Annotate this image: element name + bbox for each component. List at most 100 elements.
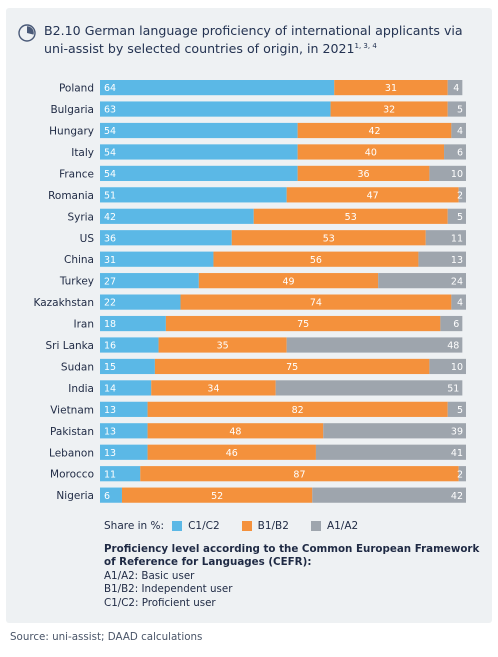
value-label-vietnam-c1-c2: 13	[104, 405, 116, 416]
value-label-pakistan-b1-b2: 48	[229, 426, 241, 437]
bar-italy-b1-b2	[297, 144, 445, 160]
bar-morocco-c1-c2	[100, 466, 141, 482]
bar-china-b1-b2	[213, 251, 419, 267]
value-label-france-b1-b2: 36	[357, 169, 369, 180]
cefr-line-b1b2: B1/B2: Independent user	[104, 583, 233, 596]
bar-india-b1-b2	[151, 380, 276, 396]
value-label-sri-lanka-b1-b2: 35	[217, 341, 229, 352]
value-label-india-b1-b2: 34	[207, 384, 219, 395]
bar-bulgaria-c1-c2	[100, 101, 331, 117]
value-label-italy-a1-a2: 6	[457, 148, 463, 159]
bar-china-a1-a2	[418, 251, 466, 267]
bar-romania-b1-b2	[286, 187, 459, 203]
bar-sri-lanka-c1-c2	[100, 337, 159, 353]
figure-code: B2.10	[44, 23, 81, 38]
value-label-nigeria-b1-b2: 52	[211, 491, 223, 502]
value-label-syria-b1-b2: 53	[345, 212, 357, 223]
value-label-turkey-b1-b2: 49	[282, 276, 294, 287]
bar-lebanon-c1-c2	[100, 444, 148, 460]
value-label-iran-c1-c2: 18	[104, 319, 116, 330]
bar-france-c1-c2	[100, 165, 298, 181]
value-label-bulgaria-c1-c2: 63	[104, 105, 116, 116]
bar-poland-a1-a2	[447, 80, 463, 96]
category-label-turkey: Turkey	[59, 276, 94, 288]
value-label-romania-b1-b2: 47	[367, 190, 379, 201]
category-label-lebanon: Lebanon	[49, 447, 94, 459]
legend-label-b1b2: B1/B2	[257, 520, 289, 532]
bar-france-b1-b2	[297, 165, 430, 181]
value-label-poland-a1-a2: 4	[453, 83, 459, 94]
value-label-india-a1-a2: 51	[447, 384, 459, 395]
value-label-morocco-a1-a2: 2	[457, 469, 463, 480]
legend: Share in %: C1/C2 B1/B2 A1/A2	[104, 518, 380, 534]
category-label-france: France	[59, 168, 94, 180]
bar-kazakhstan-a1-a2	[451, 294, 466, 310]
value-label-iran-a1-a2: 6	[453, 319, 459, 330]
bar-kazakhstan-c1-c2	[100, 294, 181, 310]
value-label-kazakhstan-c1-c2: 22	[104, 298, 116, 309]
bar-sudan-c1-c2	[100, 358, 155, 375]
value-label-romania-c1-c2: 51	[104, 190, 116, 201]
bar-sudan-b1-b2	[154, 358, 430, 375]
figure-footnote-refs: 1, 3, 4	[354, 41, 377, 50]
value-label-lebanon-a1-a2: 41	[451, 448, 463, 459]
value-label-hungary-a1-a2: 4	[457, 126, 463, 137]
bar-syria-a1-a2	[447, 208, 466, 224]
value-label-poland-c1-c2: 64	[104, 83, 116, 94]
figure-title-text: German language proficiency of internati…	[44, 23, 463, 56]
value-label-pakistan-a1-a2: 39	[451, 426, 463, 437]
bar-nigeria-c1-c2	[100, 487, 122, 503]
value-label-poland-b1-b2: 31	[385, 83, 397, 94]
bar-pakistan-c1-c2	[100, 423, 148, 439]
cefr-heading: Proficiency level according to the Commo…	[104, 543, 480, 569]
bar-turkey-c1-c2	[100, 273, 199, 289]
bar-sri-lanka-b1-b2	[158, 337, 287, 353]
bar-hungary-c1-c2	[100, 122, 298, 139]
bar-iran-a1-a2	[440, 315, 463, 332]
value-label-hungary-b1-b2: 42	[368, 126, 380, 137]
bar-romania-a1-a2	[458, 187, 466, 203]
value-label-us-b1-b2: 53	[323, 233, 335, 244]
value-label-sudan-a1-a2: 10	[451, 362, 463, 373]
bar-vietnam-b1-b2	[147, 401, 448, 417]
category-label-china: China	[64, 254, 94, 266]
value-label-turkey-a1-a2: 24	[451, 276, 463, 287]
value-label-nigeria-a1-a2: 42	[451, 491, 463, 502]
category-label-iran: Iran	[73, 319, 94, 331]
bar-pakistan-b1-b2	[147, 423, 324, 439]
bar-sri-lanka-a1-a2	[286, 337, 463, 353]
legend-label-c1c2: C1/C2	[188, 520, 220, 532]
category-label-sri-lanka: Sri Lanka	[45, 340, 94, 352]
bar-nigeria-b1-b2	[121, 487, 313, 503]
category-label-us: US	[80, 233, 95, 245]
bar-us-b1-b2	[231, 230, 426, 246]
legend-item-b1b2: B1/B2	[241, 520, 289, 532]
bar-sudan-a1-a2	[429, 358, 466, 375]
legend-item-a1a2: A1/A2	[310, 520, 359, 532]
bar-india-c1-c2	[100, 380, 152, 396]
source-note: Source: uni-assist; DAAD calculations	[10, 631, 203, 643]
value-label-france-a1-a2: 10	[451, 169, 463, 180]
bar-us-a1-a2	[425, 230, 466, 246]
value-label-us-c1-c2: 36	[104, 233, 116, 244]
cefr-line-a1a2: A1/A2: Basic user	[104, 569, 195, 582]
legend-swatch-b1b2	[241, 521, 252, 531]
value-label-iran-b1-b2: 75	[297, 319, 309, 330]
legend-label-a1a2: A1/A2	[326, 520, 359, 532]
bar-pakistan-a1-a2	[323, 423, 466, 439]
value-label-turkey-c1-c2: 27	[104, 276, 116, 287]
bar-china-c1-c2	[100, 251, 214, 267]
value-label-sudan-b1-b2: 75	[286, 362, 298, 373]
value-label-romania-a1-a2: 2	[457, 190, 463, 201]
bar-bulgaria-b1-b2	[330, 101, 448, 117]
bar-romania-c1-c2	[100, 187, 287, 203]
bar-turkey-b1-b2	[198, 273, 379, 289]
bar-morocco-a1-a2	[458, 466, 466, 482]
chart-icon	[18, 24, 36, 42]
bar-kazakhstan-b1-b2	[180, 294, 452, 310]
bar-italy-a1-a2	[444, 144, 466, 160]
bar-poland-c1-c2	[100, 80, 335, 96]
category-label-sudan: Sudan	[61, 361, 94, 373]
bar-hungary-b1-b2	[297, 122, 452, 139]
category-label-pakistan: Pakistan	[50, 426, 94, 438]
